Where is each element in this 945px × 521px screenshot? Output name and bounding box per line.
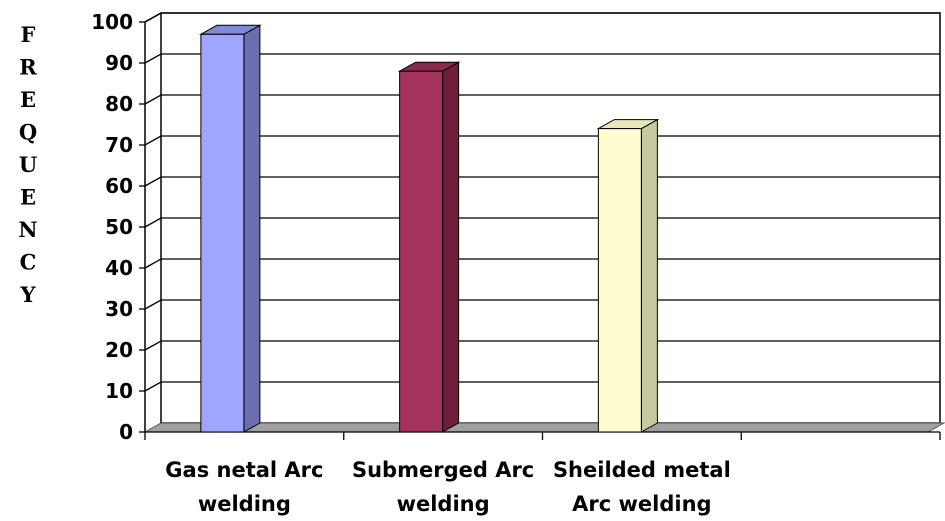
y-axis-title-letter: E <box>20 87 36 112</box>
x-category-label: Arc welding <box>572 492 711 516</box>
y-tick-label: 100 <box>91 10 133 34</box>
y-axis-title-letter: N <box>18 217 37 242</box>
y-tick-label: 50 <box>105 215 133 239</box>
y-axis-title-letter: U <box>19 152 37 177</box>
x-category-labels: Gas netal Arc welding Submerged Arc welding… <box>165 458 731 516</box>
y-tick-labels: 0 10 20 30 40 50 60 70 80 90 100 <box>91 10 145 444</box>
y-axis-title-letter: F <box>21 22 36 47</box>
y-tick-label: 60 <box>105 174 133 198</box>
y-axis-title-letter: Q <box>19 120 37 145</box>
x-category-label: welding <box>198 492 291 516</box>
gridlines <box>144 12 940 392</box>
gridline <box>144 53 940 64</box>
gridline <box>144 176 940 187</box>
gridline <box>144 299 940 310</box>
y-tick-label: 80 <box>105 92 133 116</box>
y-axis-title-letter: R <box>19 55 37 80</box>
bar-side <box>442 61 460 433</box>
bars <box>198 24 660 433</box>
x-category-label: Gas netal Arc <box>165 458 323 482</box>
floor <box>143 422 945 433</box>
y-tick-label: 90 <box>105 51 133 75</box>
gridline <box>144 340 940 351</box>
y-tick-label: 70 <box>105 133 133 157</box>
gridline <box>144 135 940 146</box>
bar <box>397 61 461 433</box>
bar-front <box>200 33 245 433</box>
gridline <box>144 258 940 269</box>
y-tick-label: 30 <box>105 297 133 321</box>
y-tick-label: 20 <box>105 338 133 362</box>
x-axis <box>144 431 941 440</box>
gridline <box>144 381 940 392</box>
bar-front <box>399 70 444 433</box>
plot-frame <box>144 12 941 432</box>
bar-side <box>243 24 261 433</box>
y-axis-title-letter: C <box>20 250 37 275</box>
floor-plane <box>143 422 945 433</box>
bar <box>596 118 660 433</box>
y-tick-label: 0 <box>119 420 133 444</box>
x-category-label: Sheilded metal <box>553 458 731 482</box>
y-tick-label: 40 <box>105 256 133 280</box>
bar <box>198 24 262 433</box>
y-axis-title-letter: E <box>20 185 36 210</box>
gridline <box>144 94 940 105</box>
y-tick-label: 10 <box>105 379 133 403</box>
bar-side <box>640 118 658 433</box>
y-axis-title-letter: Y <box>20 282 37 307</box>
gridline <box>144 217 940 228</box>
x-category-label: Submerged Arc <box>352 458 534 482</box>
gridline <box>144 12 940 23</box>
bar-front <box>597 128 642 433</box>
x-category-label: welding <box>397 492 490 516</box>
